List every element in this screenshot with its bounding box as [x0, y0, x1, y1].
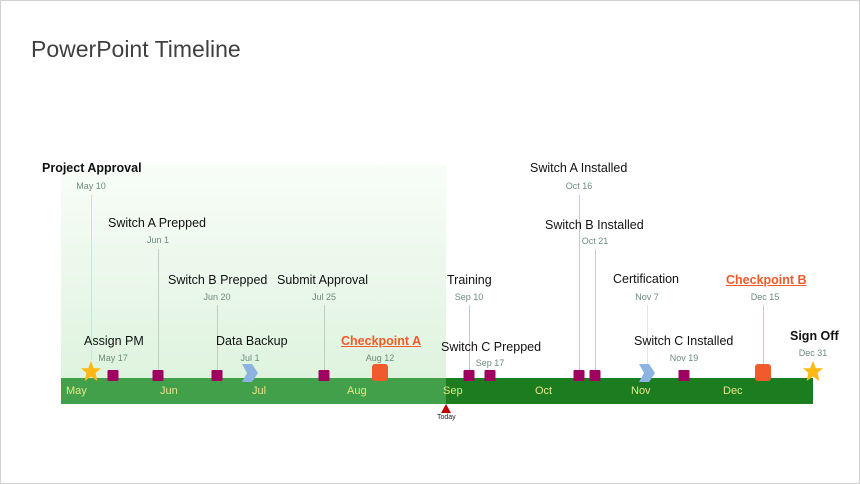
task-marker[interactable]	[573, 370, 585, 381]
task-marker[interactable]	[107, 370, 119, 381]
month-label: May	[66, 385, 87, 397]
event-date: Jul 25	[311, 292, 337, 302]
today-marker-icon[interactable]	[441, 404, 451, 413]
connector-line	[91, 195, 92, 360]
connector-line	[595, 249, 596, 370]
event-date: Sep 10	[454, 292, 484, 302]
chevron-icon[interactable]	[242, 364, 258, 382]
task-marker[interactable]	[463, 370, 475, 381]
month-label: Sep	[443, 385, 463, 397]
event-date: May 17	[98, 353, 128, 363]
event-date: Oct 16	[565, 181, 593, 191]
event-date: Jul 1	[240, 353, 260, 363]
event-label[interactable]: Project Approval	[42, 161, 142, 175]
chevron-icon[interactable]	[639, 364, 655, 382]
event-label[interactable]: Switch A Prepped	[108, 216, 206, 230]
connector-line	[763, 305, 764, 365]
event-date: Sep 17	[475, 358, 505, 368]
event-label[interactable]: Certification	[613, 272, 679, 286]
star-icon[interactable]	[802, 360, 824, 382]
month-label: Jun	[160, 385, 178, 397]
event-date: Nov 7	[635, 292, 659, 302]
connector-line	[324, 305, 325, 370]
event-label[interactable]: Switch C Installed	[634, 334, 734, 348]
event-date: Dec 31	[798, 348, 828, 358]
timeline-bar-past	[61, 378, 446, 404]
task-marker[interactable]	[211, 370, 223, 381]
event-label[interactable]: Switch A Installed	[530, 161, 628, 175]
event-date: Oct 21	[581, 236, 609, 246]
checkpoint-marker[interactable]	[372, 364, 388, 381]
event-date: Dec 15	[750, 292, 780, 302]
event-label[interactable]: Training	[447, 273, 492, 287]
slide-title[interactable]: PowerPoint Timeline	[31, 36, 241, 62]
month-label: Aug	[347, 385, 367, 397]
task-marker[interactable]	[589, 370, 601, 381]
task-marker[interactable]	[678, 370, 690, 381]
event-label[interactable]: Switch C Prepped	[441, 340, 542, 354]
event-date: Aug 12	[365, 353, 395, 363]
event-label[interactable]: Switch B Prepped	[168, 273, 268, 287]
event-date: Nov 19	[669, 353, 699, 363]
star-icon[interactable]	[80, 360, 102, 382]
event-date: May 10	[76, 181, 106, 191]
event-date: Jun 1	[146, 235, 170, 245]
connector-line	[647, 305, 648, 365]
event-label[interactable]: Assign PM	[84, 334, 144, 348]
event-date: Jun 20	[203, 292, 231, 302]
event-label[interactable]: Switch B Installed	[545, 218, 644, 232]
connector-line	[158, 249, 159, 370]
connector-line	[579, 195, 580, 370]
task-marker[interactable]	[484, 370, 496, 381]
task-marker[interactable]	[152, 370, 164, 381]
month-label: Nov	[631, 385, 651, 397]
timeline-bar-future	[446, 378, 813, 404]
month-label: Jul	[252, 385, 267, 397]
month-label: Dec	[723, 385, 743, 397]
event-label[interactable]: Data Backup	[216, 334, 288, 348]
elapsed-time-shading	[61, 165, 446, 378]
connector-line	[469, 305, 470, 370]
checkpoint-label[interactable]: Checkpoint B	[726, 273, 807, 287]
month-label: Oct	[535, 385, 553, 397]
today-label: Today	[437, 414, 456, 421]
checkpoint-label[interactable]: Checkpoint A	[341, 334, 422, 348]
connector-line	[217, 305, 218, 370]
checkpoint-marker[interactable]	[755, 364, 771, 381]
event-label[interactable]: Submit Approval	[277, 273, 369, 287]
task-marker[interactable]	[318, 370, 330, 381]
event-label[interactable]: Sign Off	[790, 329, 839, 343]
